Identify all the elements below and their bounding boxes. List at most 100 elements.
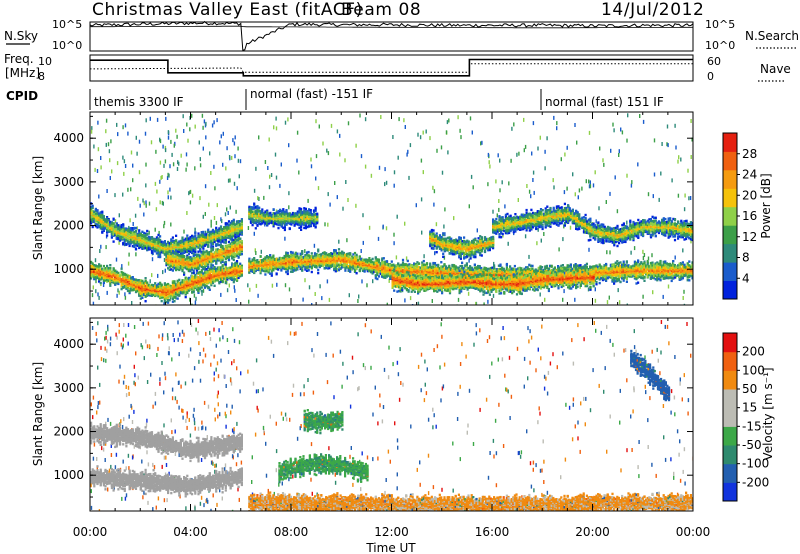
scatter-cell bbox=[134, 232, 138, 236]
power-scatter-data bbox=[90, 113, 693, 305]
scatter-cell bbox=[227, 234, 231, 237]
scatter-cell bbox=[167, 294, 170, 297]
scatter-cell bbox=[147, 246, 150, 249]
scatter-cell bbox=[176, 241, 179, 244]
scatter-cell bbox=[165, 289, 168, 292]
scatter-cell bbox=[144, 290, 147, 293]
scatter-cell bbox=[288, 287, 291, 292]
scatter-cell bbox=[678, 155, 680, 160]
scatter-cell bbox=[91, 206, 94, 209]
scatter-cell bbox=[468, 258, 470, 263]
scatter-cell bbox=[183, 255, 186, 258]
scatter-cell bbox=[576, 140, 578, 145]
scatter-cell bbox=[159, 245, 162, 248]
scatter-cell bbox=[207, 273, 210, 277]
scatter-cell bbox=[187, 282, 190, 285]
scatter-cell bbox=[173, 292, 176, 295]
scatter-cell bbox=[231, 278, 234, 281]
scatter-cell bbox=[141, 234, 144, 238]
scatter-cell bbox=[460, 135, 462, 140]
scatter-cell bbox=[237, 232, 240, 235]
scatter-cell bbox=[205, 135, 207, 140]
scatter-cell bbox=[129, 218, 131, 223]
scatter-cell bbox=[173, 290, 176, 293]
scatter-cell bbox=[183, 239, 186, 243]
scatter-cell bbox=[138, 284, 141, 287]
nsearch-label: N.Search bbox=[745, 29, 799, 43]
scatter-cell bbox=[109, 158, 111, 163]
scatter-cell bbox=[94, 225, 97, 228]
scatter-cell bbox=[142, 231, 146, 235]
scatter-cell bbox=[107, 219, 110, 222]
scatter-cell bbox=[122, 275, 125, 278]
scatter-cell bbox=[147, 248, 150, 251]
scatter-cell bbox=[232, 228, 235, 231]
scatter-cell bbox=[191, 239, 194, 242]
scatter-cell bbox=[179, 241, 182, 244]
scatter-cell bbox=[211, 245, 215, 248]
scatter-cell bbox=[315, 176, 317, 181]
scatter-cell bbox=[93, 264, 96, 267]
scatter-cell bbox=[176, 297, 179, 300]
scatter-cell bbox=[273, 125, 275, 130]
scatter-cell bbox=[94, 258, 97, 263]
scatter-cell bbox=[131, 229, 134, 232]
scatter-cell bbox=[546, 136, 548, 141]
scatter-cell bbox=[149, 237, 152, 240]
scatter-cell bbox=[142, 234, 146, 237]
scatter-cell bbox=[224, 237, 227, 240]
scatter-cell bbox=[511, 126, 513, 131]
scatter-cell bbox=[192, 286, 195, 289]
scatter-cell bbox=[163, 240, 166, 243]
scatter-cell bbox=[327, 192, 329, 197]
scatter-cell bbox=[569, 225, 572, 230]
scatter-cell bbox=[589, 180, 591, 185]
scatter-cell bbox=[159, 242, 162, 245]
scatter-cell bbox=[677, 193, 680, 198]
scatter-cell bbox=[175, 245, 178, 249]
scatter-cell bbox=[213, 266, 216, 269]
scatter-cell bbox=[93, 274, 96, 277]
scatter-cell bbox=[192, 277, 195, 280]
scatter-cell bbox=[159, 240, 162, 244]
scatter-cell bbox=[163, 224, 165, 229]
scatter-cell bbox=[191, 279, 194, 282]
scatter-cell bbox=[97, 120, 99, 125]
scatter-cell bbox=[101, 221, 104, 224]
scatter-cell bbox=[109, 276, 112, 280]
scatter-cell bbox=[175, 285, 178, 288]
scatter-cell bbox=[219, 270, 223, 273]
scatter-cell bbox=[231, 220, 234, 223]
scatter-cell bbox=[183, 288, 186, 292]
scatter-cell bbox=[202, 275, 205, 278]
scatter-cell bbox=[186, 162, 188, 167]
scatter-cell bbox=[91, 204, 94, 208]
scatter-cell bbox=[128, 235, 131, 239]
scatter-cell bbox=[152, 246, 155, 250]
scatter-cell bbox=[239, 233, 242, 236]
scatter-cell bbox=[91, 275, 94, 278]
scatter-cell bbox=[178, 289, 181, 292]
scatter-cell bbox=[132, 163, 134, 168]
scatter-cell bbox=[272, 255, 275, 259]
scatter-cell bbox=[181, 242, 184, 245]
scatter-cell bbox=[199, 235, 202, 239]
scatter-cell bbox=[288, 191, 290, 196]
scatter-cell bbox=[215, 226, 218, 230]
scatter-cell bbox=[130, 233, 133, 236]
scatter-cell bbox=[208, 240, 211, 243]
scatter-cell bbox=[213, 269, 216, 272]
scatter-cell bbox=[566, 186, 568, 191]
scatter-cell bbox=[133, 287, 136, 290]
scatter-cell bbox=[131, 235, 134, 239]
scatter-cell bbox=[211, 228, 215, 232]
freq-tick-top: 10 bbox=[38, 55, 52, 68]
scatter-cell bbox=[239, 262, 242, 265]
scatter-cell bbox=[208, 273, 211, 276]
scatter-cell bbox=[142, 282, 146, 285]
scatter-cell bbox=[232, 269, 235, 272]
scatter-cell bbox=[123, 239, 126, 242]
scatter-cell bbox=[142, 237, 146, 240]
scatter-cell bbox=[368, 225, 371, 230]
scatter-cell bbox=[194, 248, 197, 251]
